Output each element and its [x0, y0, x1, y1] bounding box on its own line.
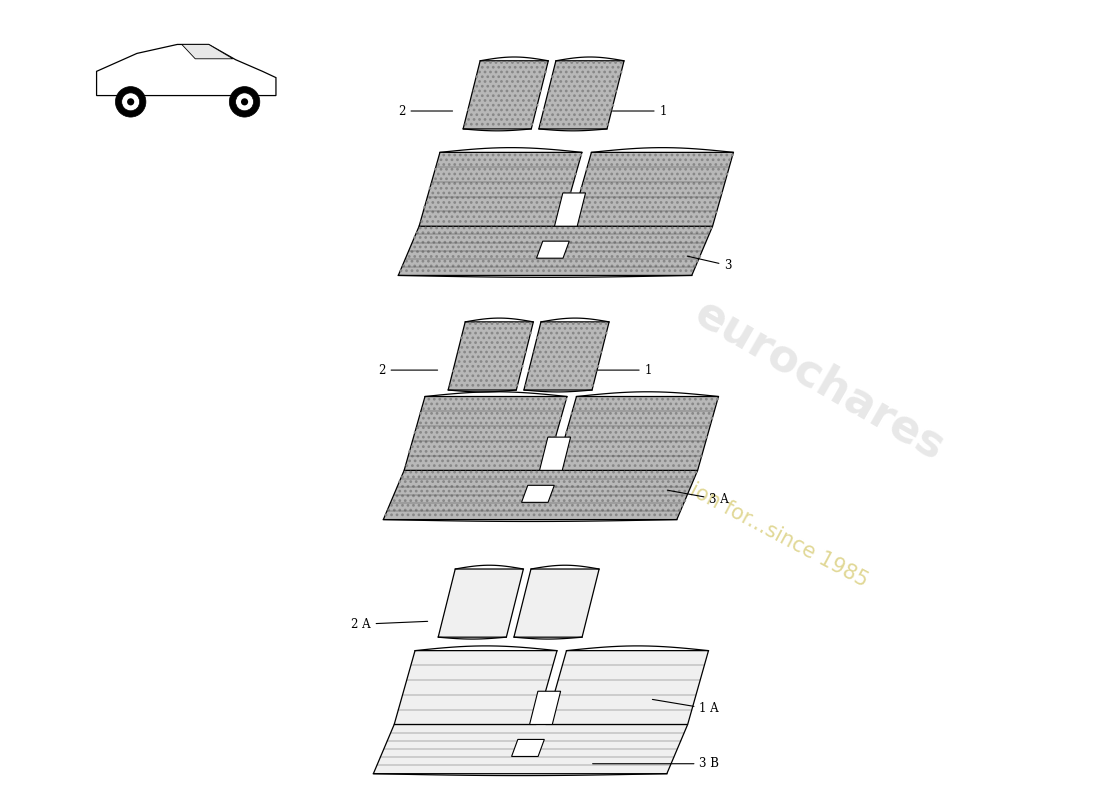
Polygon shape	[514, 569, 600, 637]
Text: 1: 1	[597, 364, 652, 377]
Polygon shape	[394, 650, 557, 725]
Polygon shape	[182, 45, 233, 58]
Polygon shape	[521, 486, 554, 502]
Polygon shape	[512, 739, 544, 757]
Text: 2 A: 2 A	[351, 618, 428, 630]
Polygon shape	[448, 322, 534, 390]
Polygon shape	[537, 241, 570, 258]
Text: 2: 2	[378, 364, 438, 377]
Circle shape	[241, 98, 249, 106]
Polygon shape	[419, 152, 582, 226]
Polygon shape	[554, 193, 585, 226]
Circle shape	[116, 86, 146, 117]
Text: a passion for...since 1985: a passion for...since 1985	[627, 448, 871, 591]
Circle shape	[122, 93, 140, 111]
Text: eurochares: eurochares	[686, 291, 952, 469]
Text: 3 A: 3 A	[668, 490, 729, 506]
Text: 1 A: 1 A	[652, 699, 719, 715]
Polygon shape	[571, 152, 734, 226]
Polygon shape	[556, 397, 718, 470]
Polygon shape	[438, 569, 524, 637]
Circle shape	[229, 86, 260, 117]
Polygon shape	[529, 691, 561, 725]
Text: 1: 1	[613, 105, 667, 118]
Circle shape	[128, 98, 134, 106]
Text: 3: 3	[688, 256, 732, 272]
Polygon shape	[97, 45, 276, 95]
Text: 3 B: 3 B	[593, 758, 719, 770]
Polygon shape	[524, 322, 609, 390]
Text: 2: 2	[398, 105, 452, 118]
Polygon shape	[398, 226, 713, 275]
Polygon shape	[539, 61, 624, 129]
Circle shape	[235, 93, 253, 111]
Polygon shape	[539, 437, 571, 470]
Polygon shape	[404, 397, 566, 470]
Polygon shape	[546, 650, 708, 725]
Polygon shape	[373, 725, 688, 774]
Polygon shape	[383, 470, 697, 519]
Polygon shape	[463, 61, 548, 129]
